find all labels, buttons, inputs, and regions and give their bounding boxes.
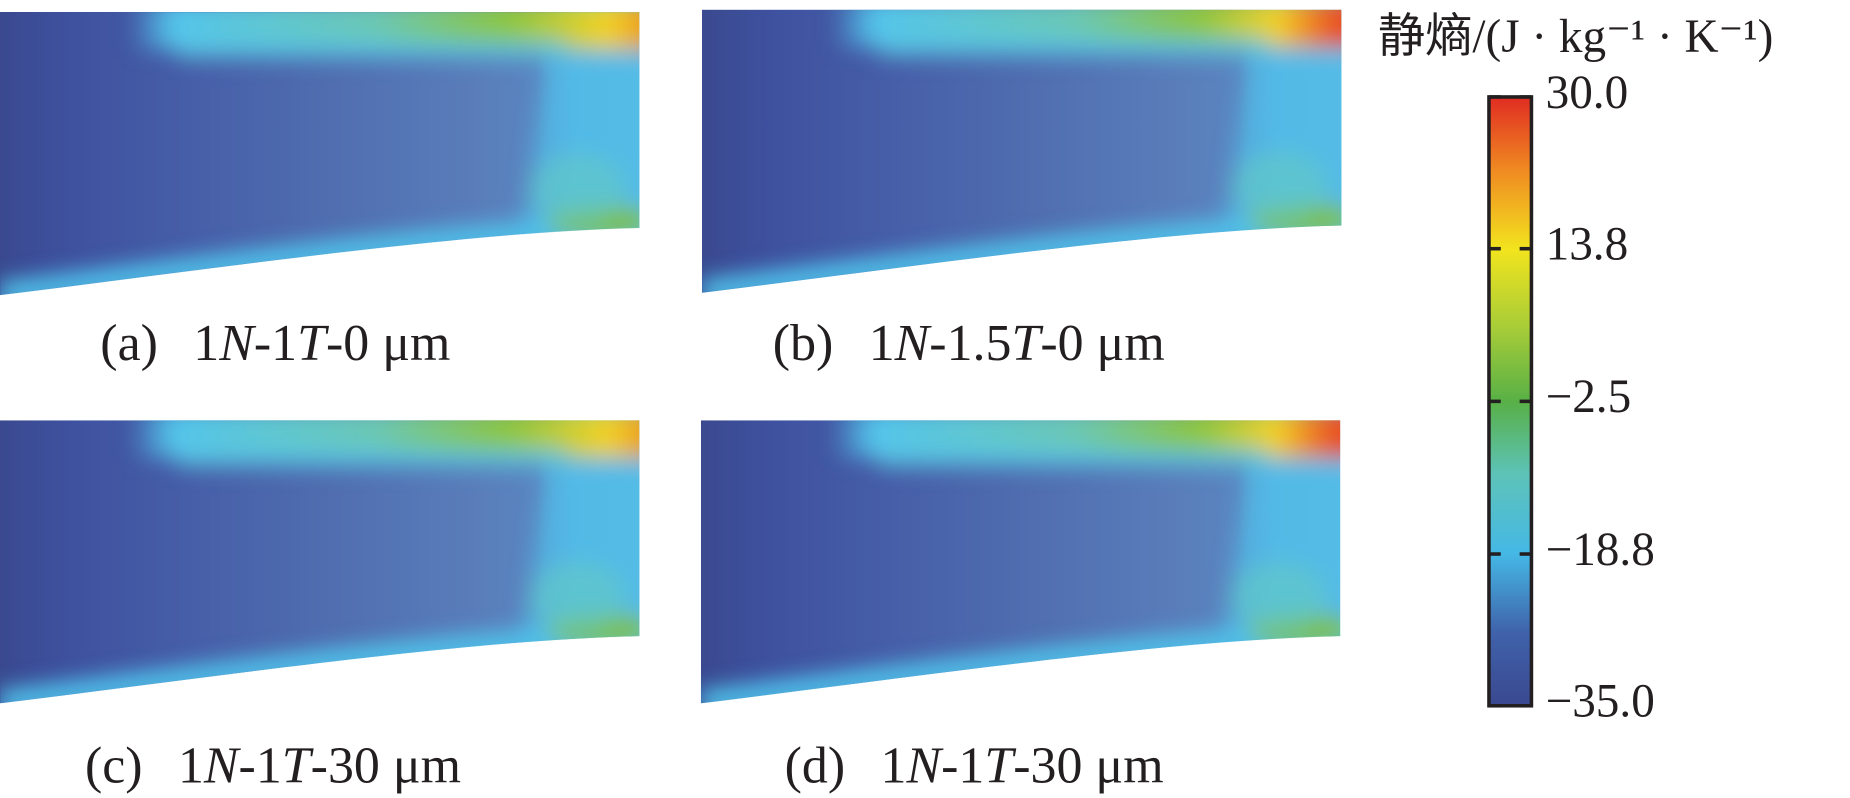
panel-caption: 1N-1.5T-0 μm bbox=[869, 315, 1165, 372]
contour-panel bbox=[700, 420, 1341, 704]
contour-panel bbox=[0, 420, 640, 704]
caption-part: -1 bbox=[941, 737, 984, 794]
tick-label: −35.0 bbox=[1546, 676, 1655, 728]
panel-caption: 1N-1T-30 μm bbox=[178, 737, 461, 794]
caption-part: N bbox=[203, 737, 242, 794]
panel-tag: (d) bbox=[785, 737, 846, 794]
cyan-patch bbox=[530, 153, 626, 225]
cyan-patch bbox=[1232, 151, 1328, 223]
top-band-2 bbox=[176, 40, 567, 60]
caption-part: N bbox=[894, 315, 933, 372]
tick-label: 13.8 bbox=[1546, 219, 1629, 271]
caption-part: N bbox=[905, 737, 944, 794]
contour-panel bbox=[0, 12, 640, 296]
field bbox=[700, 420, 1341, 704]
caption-part: T bbox=[297, 315, 329, 372]
cyan-patch bbox=[530, 561, 626, 633]
field-base bbox=[0, 420, 640, 704]
tick-label: −18.8 bbox=[1546, 524, 1655, 576]
caption-part: -1 bbox=[254, 315, 297, 372]
caption-part: -1.5 bbox=[929, 315, 1011, 372]
caption-part: -1 bbox=[239, 737, 282, 794]
panel-tag: (b) bbox=[773, 315, 834, 372]
cyan-patch bbox=[1231, 561, 1327, 633]
colorbar: 静熵/(J · kg⁻¹ · K⁻¹) −35.0 −18.8 −2.5 13.8 30… bbox=[1378, 11, 1773, 727]
caption-part: 1 bbox=[869, 315, 895, 372]
field bbox=[0, 12, 640, 296]
field-base bbox=[700, 420, 1341, 704]
top-band-2 bbox=[176, 448, 567, 468]
caption-part: 1 bbox=[178, 737, 204, 794]
colorbar-title: 静熵/(J · kg⁻¹ · K⁻¹) bbox=[1378, 11, 1773, 63]
caption-part: N bbox=[218, 315, 257, 372]
caption-part: 1 bbox=[193, 315, 219, 372]
panel-caption: 1N-1T-0 μm bbox=[193, 315, 450, 372]
field bbox=[702, 9, 1342, 293]
field bbox=[0, 420, 640, 704]
caption-part: T bbox=[282, 737, 314, 794]
tick-label: 30.0 bbox=[1546, 67, 1629, 119]
panel-caption: 1N-1T-30 μm bbox=[881, 737, 1164, 794]
panels: (a) 1N-1T-0 μm (b) 1N-1.5T-0 μm(c) 1N-1T-30 … bbox=[0, 9, 1342, 794]
field-base bbox=[702, 9, 1342, 293]
caption-part: -0 μm bbox=[326, 315, 450, 372]
field-base bbox=[0, 12, 640, 296]
panel-tag: (a) bbox=[100, 315, 158, 372]
tick-label: −2.5 bbox=[1546, 371, 1632, 423]
caption-part: -0 μm bbox=[1040, 315, 1164, 372]
top-band-2 bbox=[877, 448, 1268, 468]
caption-part: T bbox=[1011, 315, 1043, 372]
caption-part: -30 μm bbox=[1013, 737, 1163, 794]
caption-part: T bbox=[984, 737, 1016, 794]
contour-panel bbox=[702, 9, 1342, 293]
top-band-2 bbox=[878, 37, 1269, 57]
panel-tag: (c) bbox=[85, 737, 143, 794]
caption-part: -30 μm bbox=[311, 737, 461, 794]
caption-part: 1 bbox=[881, 737, 907, 794]
